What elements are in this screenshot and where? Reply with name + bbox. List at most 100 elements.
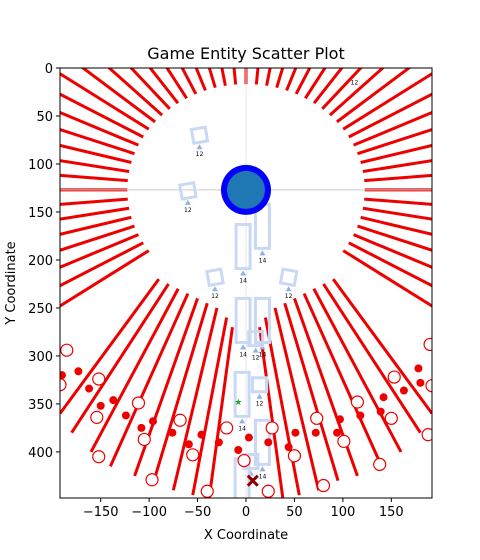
ray-line bbox=[60, 233, 140, 269]
open-circle bbox=[90, 410, 104, 424]
ghost-square bbox=[251, 376, 269, 394]
bottom-ray-line bbox=[263, 317, 301, 496]
ghost-triangle-marker bbox=[259, 466, 266, 472]
ray-line bbox=[328, 68, 385, 117]
ray-line bbox=[80, 68, 156, 124]
filled-dot bbox=[379, 393, 388, 402]
ghost-entity bbox=[278, 267, 299, 288]
open-circle bbox=[145, 473, 159, 487]
bottom-ray-line bbox=[302, 292, 383, 467]
filled-dot bbox=[234, 446, 243, 455]
ray-line bbox=[107, 68, 164, 117]
bottom-ray-line bbox=[293, 297, 359, 477]
filled-dot bbox=[96, 401, 105, 410]
ray-line bbox=[304, 68, 327, 100]
ray-line bbox=[312, 68, 344, 105]
x-tick-label: −150 bbox=[83, 505, 119, 520]
ray-line bbox=[254, 68, 260, 85]
ghost-triangle-marker bbox=[252, 347, 259, 353]
open-circle bbox=[92, 450, 106, 464]
filled-dot bbox=[376, 407, 385, 416]
ray-line bbox=[362, 206, 432, 221]
bottom-ray-line bbox=[283, 302, 340, 482]
ray-line bbox=[364, 197, 432, 206]
filled-dot bbox=[184, 440, 193, 449]
ghost-square bbox=[234, 296, 252, 344]
filled-dot bbox=[333, 428, 342, 437]
ray-line bbox=[275, 68, 285, 89]
filled-dot bbox=[356, 411, 365, 420]
ray-line bbox=[357, 127, 432, 156]
ray-line bbox=[348, 241, 432, 288]
ray-line bbox=[342, 249, 432, 308]
open-circle bbox=[137, 432, 151, 447]
ray-line bbox=[360, 215, 432, 236]
ghost-entity bbox=[234, 296, 252, 344]
ghost-entity bbox=[189, 125, 210, 146]
filled-dot bbox=[399, 386, 408, 395]
filled-dot bbox=[197, 430, 206, 439]
ray-line bbox=[60, 143, 132, 164]
y-tick-label: 150 bbox=[28, 206, 53, 221]
ray-line bbox=[60, 127, 135, 156]
open-circle bbox=[186, 448, 200, 462]
bottom-ray-line bbox=[70, 283, 170, 434]
ghost-triangle-marker bbox=[240, 344, 247, 350]
open-circle bbox=[387, 370, 401, 384]
ghost-label: 12 bbox=[184, 207, 192, 214]
filled-dot bbox=[264, 438, 273, 447]
ghost-entity bbox=[233, 370, 251, 418]
y-tick-label: 100 bbox=[28, 158, 53, 173]
y-axis-label: Y Coordinate bbox=[4, 241, 19, 325]
ghost-entity bbox=[234, 223, 252, 271]
bottom-ray-line bbox=[207, 326, 234, 498]
bottom-ray-line bbox=[89, 288, 180, 453]
open-circle bbox=[384, 411, 398, 425]
open-circle bbox=[237, 453, 251, 468]
ghost-triangle-marker bbox=[212, 286, 218, 292]
bottom-ray-line bbox=[152, 302, 209, 482]
bottom-ray-line bbox=[171, 307, 219, 491]
bottom-ray-line bbox=[109, 292, 190, 467]
ghost-entity bbox=[178, 181, 198, 201]
center-marker bbox=[227, 170, 265, 209]
ray-line bbox=[165, 68, 188, 100]
ray-line bbox=[321, 68, 363, 110]
ray-line bbox=[194, 68, 207, 92]
plot-area: 121214141212141412121412141412★ bbox=[60, 68, 432, 498]
ghost-label: 14 bbox=[259, 351, 267, 358]
ghost-square bbox=[233, 370, 251, 418]
open-circle bbox=[421, 428, 432, 442]
open-circle bbox=[200, 484, 214, 498]
top-entity-label: 12 bbox=[351, 79, 359, 86]
ray-line bbox=[364, 173, 432, 183]
filled-dot bbox=[214, 438, 223, 447]
ghost-triangle-marker bbox=[239, 418, 246, 424]
x-tick-label: 100 bbox=[330, 505, 355, 520]
ray-line bbox=[207, 68, 217, 89]
ray-line bbox=[220, 68, 227, 86]
open-circle bbox=[350, 395, 365, 409]
ghost-triangle-marker bbox=[184, 199, 191, 205]
ghost-label: 14 bbox=[259, 473, 267, 480]
ghost-entity bbox=[251, 376, 269, 394]
ray-line bbox=[285, 68, 298, 92]
filled-dot bbox=[149, 417, 157, 426]
bottom-ray-line bbox=[312, 288, 403, 453]
y-tick-label: 250 bbox=[28, 302, 53, 317]
ghost-label: 14 bbox=[259, 257, 267, 264]
ray-line bbox=[148, 68, 180, 105]
open-circle bbox=[60, 343, 74, 357]
ray-line bbox=[60, 241, 144, 288]
ghost-square bbox=[178, 181, 198, 201]
ray-line bbox=[60, 224, 135, 252]
ghost-square bbox=[234, 223, 252, 271]
ghost-triangle-marker bbox=[285, 286, 292, 292]
ray-line bbox=[129, 68, 171, 110]
y-tick-label: 300 bbox=[28, 350, 53, 365]
open-circle bbox=[92, 372, 106, 386]
ray-line bbox=[232, 68, 238, 85]
filled-dot bbox=[109, 396, 118, 405]
open-circle bbox=[425, 379, 432, 393]
